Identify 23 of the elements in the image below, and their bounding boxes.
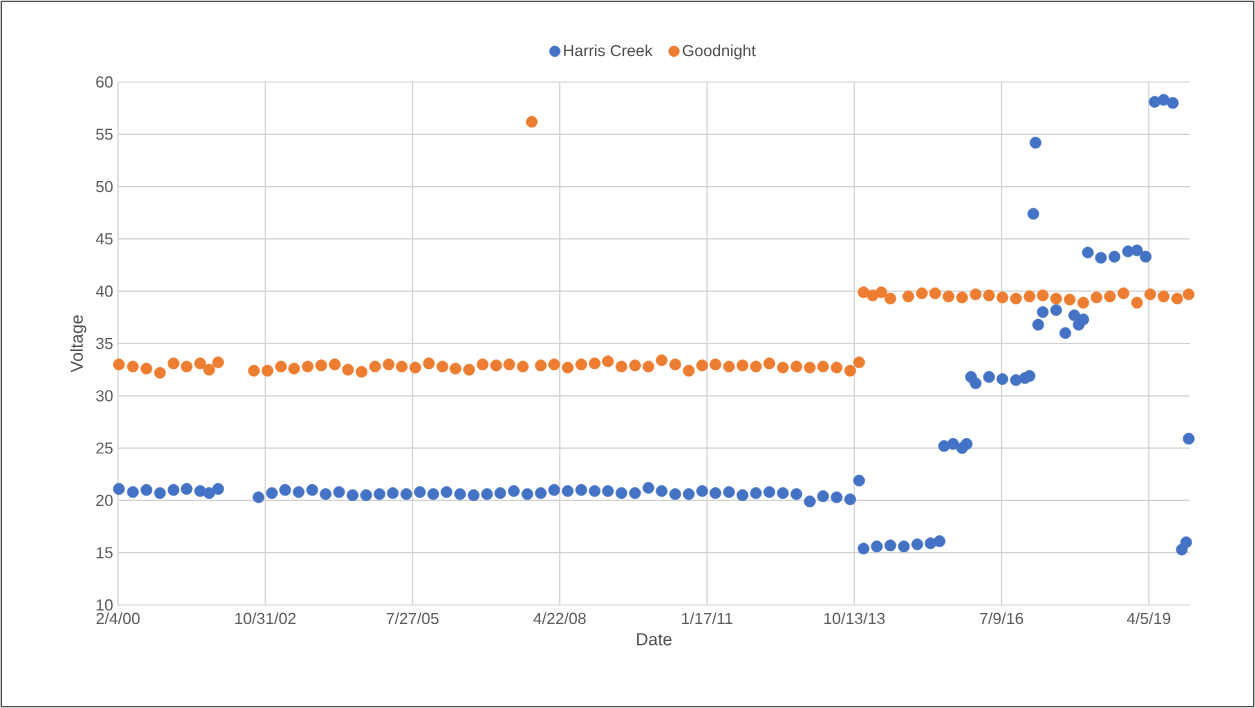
y-tick-label: 15 — [96, 547, 113, 559]
y-tick-label: 25 — [96, 442, 113, 454]
y-axis-title: Voltage — [70, 315, 87, 373]
x-tick-label: 7/27/05 — [386, 612, 439, 625]
y-tick-label: 50 — [96, 180, 113, 193]
x-tick-label: 4/22/08 — [533, 612, 586, 625]
y-tick-label: 10 — [96, 599, 113, 611]
y-tick-label: 30 — [96, 390, 113, 402]
y-tick-label: 60 — [96, 76, 113, 88]
legend-label: Goodnight — [682, 44, 756, 60]
legend-label: Harris Creek — [564, 44, 653, 57]
y-tick-label: 35 — [96, 337, 113, 350]
y-tick-label: 40 — [95, 285, 113, 297]
x-tick-label: 2/4/00 — [96, 612, 140, 625]
y-tick-label: 45 — [95, 233, 113, 245]
x-tick-label: 4/5/19 — [1126, 612, 1171, 625]
x-tick-label: 1/17/11 — [682, 612, 733, 625]
y-tick-label: 55 — [96, 128, 113, 140]
x-tick-label: 10/13/13 — [824, 612, 885, 625]
x-axis-title: Date — [637, 633, 672, 646]
x-tick-label: 10/31/02 — [235, 612, 296, 625]
y-tick-label: 20 — [96, 494, 113, 507]
x-tick-label: 7/9/16 — [980, 612, 1024, 625]
